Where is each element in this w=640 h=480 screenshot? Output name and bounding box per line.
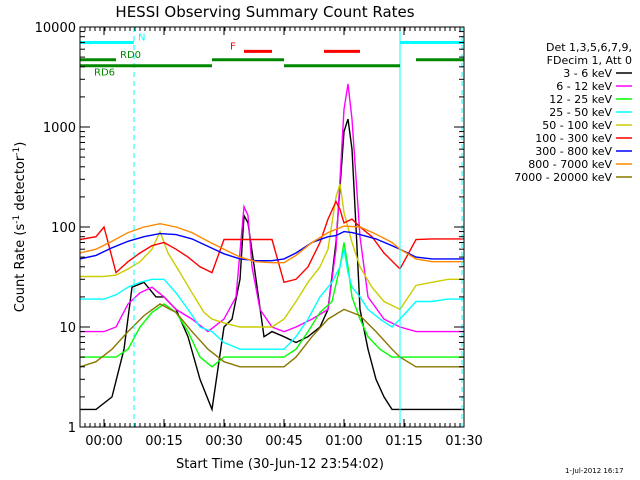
x-tick-label-00-30: 00:30 (205, 434, 242, 449)
chart-title: HESSI Observing Summary Count Rates (115, 3, 414, 21)
series-line-7000-20000-kev (80, 303, 464, 368)
flag-label-n: N (138, 32, 145, 43)
series-line-800-7000-kev (80, 222, 464, 264)
y-tick-label-100: 100 (51, 221, 76, 236)
y-tick-label-10: 10 (59, 321, 76, 336)
x-tick-label-01-30: 01:30 (445, 434, 482, 449)
legend-header-1: FDecim 1, Att 0 (547, 54, 632, 67)
legend-header-0: Det 1,3,5,6,7,9, (546, 41, 632, 54)
legend-label-50-100-kev: 50 - 100 keV (542, 119, 612, 132)
legend-label-12-25-kev: 12 - 25 keV (549, 93, 612, 106)
flag-label-f: F (230, 41, 236, 52)
legend-label-800-7000-kev: 800 - 7000 keV (528, 158, 612, 171)
y-axis-label: Count Rate (s-1 detector-1) (12, 142, 28, 313)
series-line-50-100-kev (80, 183, 464, 328)
x-tick-label-01-00: 01:00 (325, 434, 362, 449)
legend-label-3-6-kev: 3 - 6 keV (563, 67, 612, 80)
series-line-12-25-kev (80, 242, 464, 368)
legend-label-7000-20000-kev: 7000 - 20000 keV (514, 171, 612, 184)
legend-label-6-12-kev: 6 - 12 keV (556, 80, 612, 93)
x-tick-label-00-00: 00:00 (85, 434, 122, 449)
flag-label-rd0: RD0 (120, 50, 141, 61)
y-tick-label-1000: 1000 (43, 121, 76, 136)
timestamp: 1-Jul-2012 16:17 (565, 467, 624, 475)
series-line-6-12-kev (80, 83, 464, 333)
x-tick-label-00-45: 00:45 (265, 434, 302, 449)
x-tick-label-01-15: 01:15 (385, 434, 422, 449)
x-tick-label-00-15: 00:15 (145, 434, 182, 449)
x-axis-label: Start Time (30-Jun-12 23:54:02) (176, 457, 384, 472)
y-tick-label-10000: 10000 (35, 21, 76, 36)
series-line-25-50-kev (80, 249, 464, 350)
series-line-3-6-kev (80, 118, 464, 413)
flag-label-rd6: RD6 (94, 68, 115, 79)
series-line-100-300-kev (80, 199, 464, 284)
legend-label-300-800-kev: 300 - 800 keV (535, 145, 612, 158)
legend: Det 1,3,5,6,7,9,FDecim 1, Att 03 - 6 keV… (514, 41, 632, 184)
legend-label-25-50-kev: 25 - 50 keV (549, 106, 612, 119)
series-line-300-800-kev (80, 230, 464, 262)
y-tick-label-1: 1 (68, 421, 76, 436)
legend-label-100-300-kev: 100 - 300 keV (535, 132, 612, 145)
